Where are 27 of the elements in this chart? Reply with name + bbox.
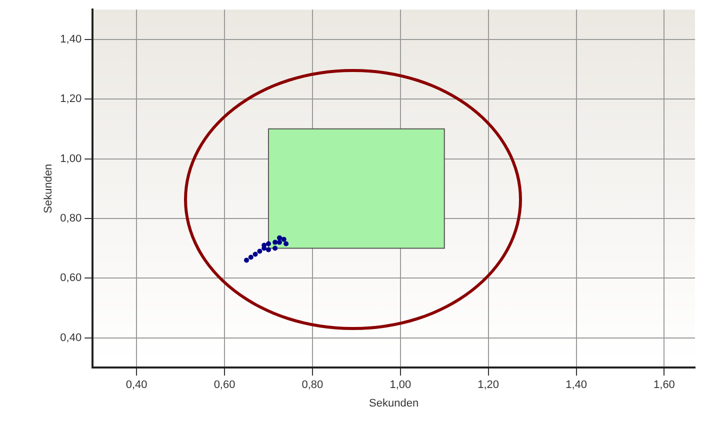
point: [248, 254, 254, 260]
y-tick-label: 1,00: [60, 152, 82, 165]
y-axis-title: Sekunden: [42, 164, 55, 214]
point: [281, 236, 286, 242]
x-tick-label: 0,80: [302, 379, 324, 392]
point: [252, 252, 258, 257]
y-tick-label: 0,60: [60, 272, 82, 284]
x-tick-label: 1,40: [566, 379, 587, 392]
point: [244, 258, 250, 263]
x-tick-label: 0,40: [126, 379, 148, 392]
point: [257, 248, 262, 254]
point: [266, 247, 271, 252]
x-tick-label: 0,60: [214, 379, 236, 392]
y-tick-label: 1,40: [60, 33, 82, 46]
y-tick-label: 0,80: [60, 212, 82, 224]
x-tick-label: 1,00: [390, 379, 412, 392]
point: [276, 240, 282, 245]
x-tick-label: 1,60: [654, 379, 675, 392]
y-tick-label: 0,40: [60, 332, 82, 344]
point: [272, 240, 278, 245]
point: [266, 241, 271, 246]
x-tick-label: 1,20: [478, 379, 500, 392]
x-axis-title: Sekunden: [369, 397, 419, 410]
y-tick-label: 1,20: [60, 93, 82, 106]
point: [276, 235, 282, 240]
point: [272, 246, 278, 251]
point: [284, 241, 289, 246]
